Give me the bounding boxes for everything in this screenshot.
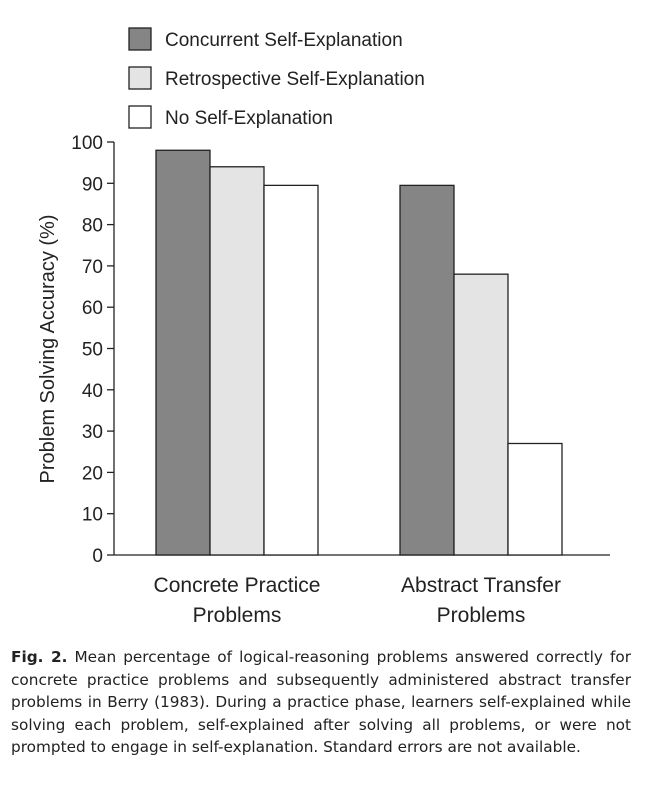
legend-swatch [128,27,152,51]
x-axis-category-labels: Concrete Practice Problems Abstract Transf… [154,574,561,627]
y-tick-label: 10 [82,505,103,526]
x-category-label: Concrete Practice [154,574,321,597]
legend-label: No Self-Explanation [165,108,333,129]
caption-text: Mean percentage of logical-reasoning pro… [11,648,631,757]
figure-caption: Fig. 2. Mean percentage of logical-reaso… [11,646,631,759]
y-tick-label: 90 [82,174,103,195]
bar-retrospective-self-explanation-1 [209,166,265,556]
bar-concurrent-self-explanation-2 [399,184,455,556]
legend-label: Retrospective Self-Explanation [165,69,425,90]
bar-concurrent-self-explanation-1 [155,149,211,556]
y-tick-label: 50 [82,340,103,361]
legend-label: Concurrent Self-Explanation [165,30,403,51]
y-axis-label: Problem Solving Accuracy (%) [37,215,59,484]
bars [155,149,563,556]
legend-swatch [128,66,152,90]
bar-retrospective-self-explanation-2 [453,273,509,556]
y-axis-ticks: 0 10 20 30 40 50 60 70 80 90 100 [71,133,114,567]
legend-swatch [128,105,152,129]
bar-no-self-explanation-1 [263,184,319,556]
x-category-label: Abstract Transfer [401,574,561,597]
bar-no-self-explanation-2 [507,442,563,556]
y-tick-label: 70 [82,257,103,278]
y-tick-label: 30 [82,422,103,443]
y-tick-label: 0 [92,546,103,567]
x-category-label: Problems [437,604,526,627]
y-tick-label: 100 [71,133,103,154]
y-tick-label: 20 [82,463,103,484]
y-tick-label: 40 [82,381,103,402]
x-category-label: Problems [193,604,282,627]
bar-chart: Concurrent Self-Explanation Retrospective… [37,27,610,627]
legend: Concurrent Self-Explanation Retrospective… [128,27,425,129]
figure-label: Fig. 2. [11,648,68,666]
y-tick-label: 80 [82,216,103,237]
y-tick-label: 60 [82,298,103,319]
